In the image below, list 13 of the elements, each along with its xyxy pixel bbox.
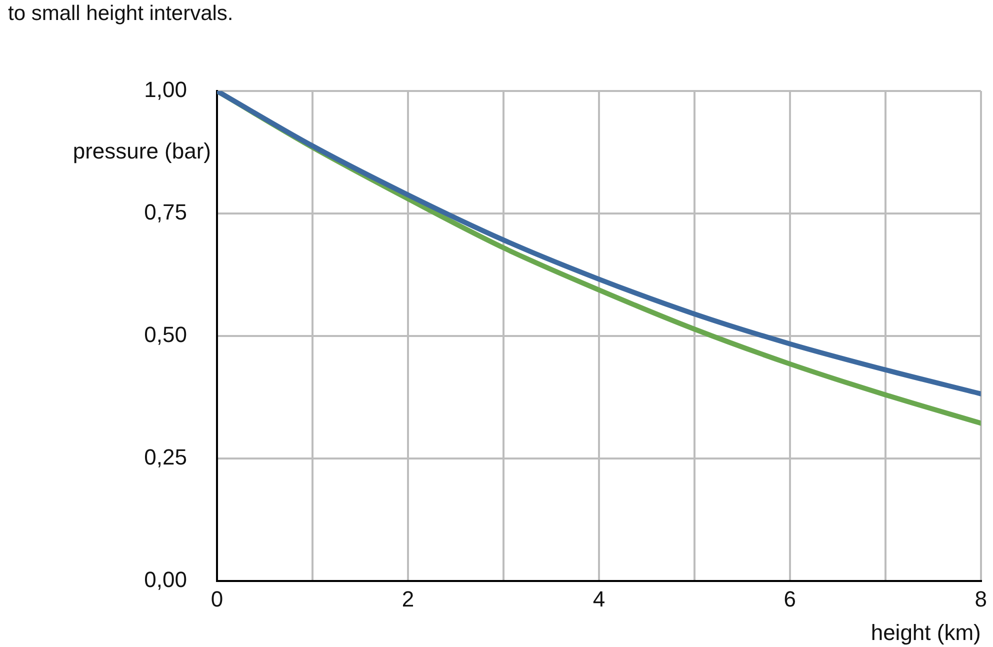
x-tick-label: 2 bbox=[402, 586, 414, 612]
y-tick-label: 0,00 bbox=[144, 567, 187, 592]
x-axis-title: height (km) bbox=[870, 620, 981, 646]
y-axis-title: pressure (bar) bbox=[72, 138, 211, 164]
y-tick-label: 0,50 bbox=[144, 322, 187, 348]
y-tick-label: 0,75 bbox=[144, 200, 187, 225]
x-tick-label: 8 bbox=[974, 586, 988, 612]
y-tick-label: 1,00 bbox=[144, 77, 187, 102]
x-tick-label: 4 bbox=[592, 586, 606, 612]
text: to small height intervals. bbox=[8, 2, 234, 26]
x-tick-label: 6 bbox=[784, 586, 796, 612]
x-tick-label: 0 bbox=[210, 586, 224, 612]
y-tick-label: 0,25 bbox=[144, 444, 187, 470]
